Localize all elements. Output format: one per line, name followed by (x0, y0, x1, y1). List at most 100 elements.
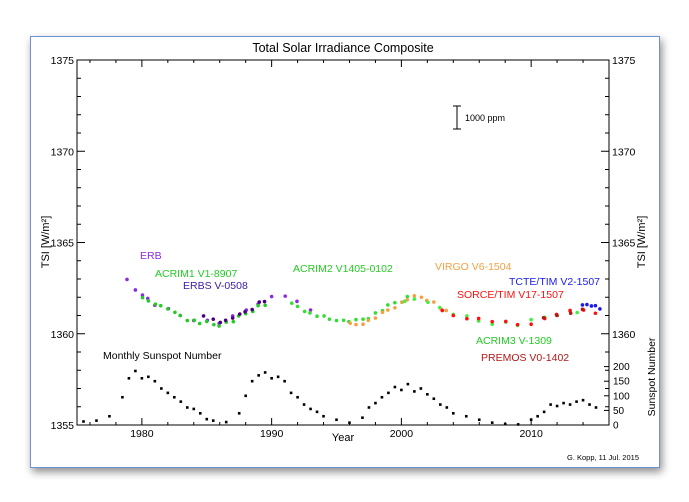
series-8 (580, 302, 602, 311)
sunspot-point (237, 412, 241, 415)
sunspot-point (289, 391, 293, 395)
data-point (402, 299, 407, 304)
data-point (366, 318, 371, 323)
data-point (295, 299, 299, 304)
data-point (158, 303, 163, 308)
sunspot-label: Monthly Sunspot Number (103, 350, 222, 362)
data-point (465, 316, 469, 321)
series-3 (289, 294, 410, 324)
sunspot-point (575, 400, 578, 403)
data-point (230, 316, 235, 320)
sunspot-point (562, 401, 565, 405)
data-point (361, 322, 365, 327)
sunspot-point (244, 394, 247, 398)
data-point (405, 294, 410, 299)
sunspot-point (257, 374, 260, 377)
sunspot-point (205, 417, 209, 421)
y-tick-label: 1375 (51, 55, 75, 67)
data-point (322, 314, 326, 318)
sunspot-tick-label: 50 (613, 406, 625, 417)
chart-title: Total Solar Irradiance Composite (252, 41, 433, 55)
series-label: SORCE/TIM V17-1507 (457, 289, 564, 301)
sunspot-point (568, 403, 572, 406)
data-point (568, 308, 572, 313)
y-tick-label-right: 1360 (612, 329, 636, 341)
sunspot-point (121, 395, 124, 399)
data-point (192, 318, 197, 323)
sunspot-point (588, 403, 591, 406)
data-point (308, 311, 312, 315)
sunspot-point (147, 375, 150, 379)
sunspot-point (263, 371, 267, 374)
sunspot-point (387, 391, 390, 395)
series-2 (201, 299, 267, 325)
data-point (140, 295, 145, 300)
sunspot-tick-label: 150 (613, 377, 630, 388)
sunspot-point (322, 414, 325, 418)
sunspot-point (367, 406, 371, 409)
sunspot-tick-label: 100 (613, 391, 630, 402)
data-point (380, 310, 385, 315)
data-point (465, 314, 469, 318)
series-4 (348, 294, 456, 327)
data-point (541, 315, 546, 320)
data-point (231, 319, 236, 324)
data-point (295, 304, 300, 309)
sunspot-point (309, 407, 312, 411)
series-label: ACRIM1 V1-8907 (155, 268, 237, 280)
sunspot-point (393, 385, 397, 389)
sunspot-point (140, 376, 144, 380)
data-point (451, 313, 456, 318)
y-tick-label: 1370 (51, 146, 75, 158)
data-point (529, 322, 533, 327)
sunspot-point (173, 395, 176, 399)
data-point (361, 317, 365, 321)
sunspot-point (95, 419, 98, 422)
sunspot-point (529, 418, 533, 422)
sunspot-point (555, 404, 559, 408)
sunspot-point (82, 420, 85, 423)
data-point (593, 303, 598, 308)
data-point (217, 324, 221, 328)
sunspot-point (250, 379, 254, 383)
sunspot-point (516, 423, 520, 426)
credit: G. Kopp, 11 Jul. 2015 (567, 453, 639, 462)
data-point (237, 312, 242, 316)
data-point (125, 277, 129, 282)
tsi-chart: Total Solar Irradiance Composite 1980 199… (40, 41, 658, 462)
data-point (555, 313, 559, 318)
sunspot-point (542, 410, 546, 414)
data-point (256, 303, 260, 308)
sunspot-point (179, 400, 183, 403)
data-point (223, 318, 228, 323)
series-label: TCTE/TIM V2-1507 (509, 276, 600, 288)
data-point (354, 317, 358, 322)
data-point (593, 311, 598, 316)
sunspot-point (160, 387, 163, 390)
sunspot-point (361, 416, 364, 419)
sunspot-point (451, 412, 455, 415)
data-point (580, 303, 585, 307)
data-point (503, 319, 508, 324)
sunspot-point (581, 398, 585, 402)
data-point (185, 318, 190, 323)
sunspot-point (432, 397, 436, 401)
data-point (393, 305, 397, 310)
data-point (432, 300, 436, 304)
x-tick-label: 1980 (130, 428, 154, 440)
sunspot-point (108, 414, 111, 418)
series-label: ERB (140, 250, 162, 262)
data-point (386, 308, 390, 312)
y-tick-label-right: 1375 (612, 55, 636, 67)
data-point (166, 307, 170, 311)
data-point (585, 302, 589, 307)
sunspot-point (380, 395, 384, 399)
series-1 (140, 295, 267, 328)
x-tick-label: 1990 (260, 428, 284, 440)
data-point (201, 314, 206, 318)
sunspot-point (192, 407, 196, 411)
sunspot-point (419, 387, 423, 390)
sunspot-tick-label: 200 (613, 362, 630, 373)
sunspot-point (374, 401, 377, 405)
series-6 (440, 308, 598, 327)
